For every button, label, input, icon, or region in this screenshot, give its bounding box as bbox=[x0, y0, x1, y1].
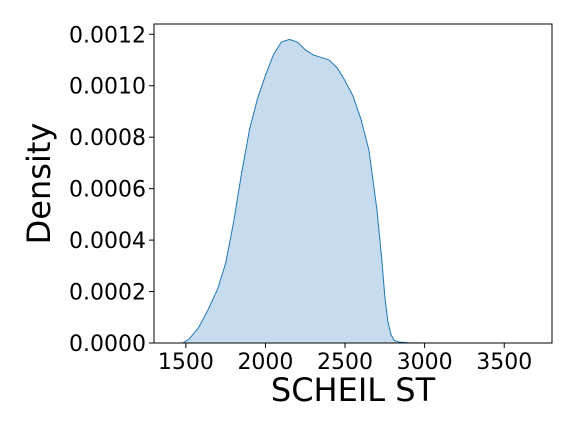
y-tick-label: 0.0008 bbox=[69, 126, 146, 151]
density-curve bbox=[182, 38, 529, 344]
y-tick-label: 0.0000 bbox=[69, 332, 146, 357]
plot-frame bbox=[153, 23, 553, 344]
x-tick-label: 2000 bbox=[237, 350, 293, 375]
y-tick-label: 0.0012 bbox=[69, 23, 146, 48]
x-tick-label: 3000 bbox=[397, 350, 453, 375]
y-tick-label: 0.0004 bbox=[69, 229, 146, 254]
y-tick-label: 0.0006 bbox=[69, 178, 146, 203]
x-tick-label: 3500 bbox=[476, 350, 532, 375]
x-tick-label: 2500 bbox=[317, 350, 373, 375]
x-tick-label: 1500 bbox=[158, 350, 214, 375]
y-tick-label: 0.0010 bbox=[69, 75, 146, 100]
x-axis-label: SCHEIL ST bbox=[271, 371, 436, 409]
density-area-fill bbox=[182, 39, 529, 343]
y-axis: 0.0000 0.0002 0.0004 0.0006 0.0008 0.0010 0.00… bbox=[69, 23, 154, 357]
y-tick-label: 0.0002 bbox=[69, 281, 146, 306]
y-axis-label: Density bbox=[20, 123, 58, 245]
x-axis: 1500 2000 2500 3000 3500 bbox=[158, 343, 532, 375]
